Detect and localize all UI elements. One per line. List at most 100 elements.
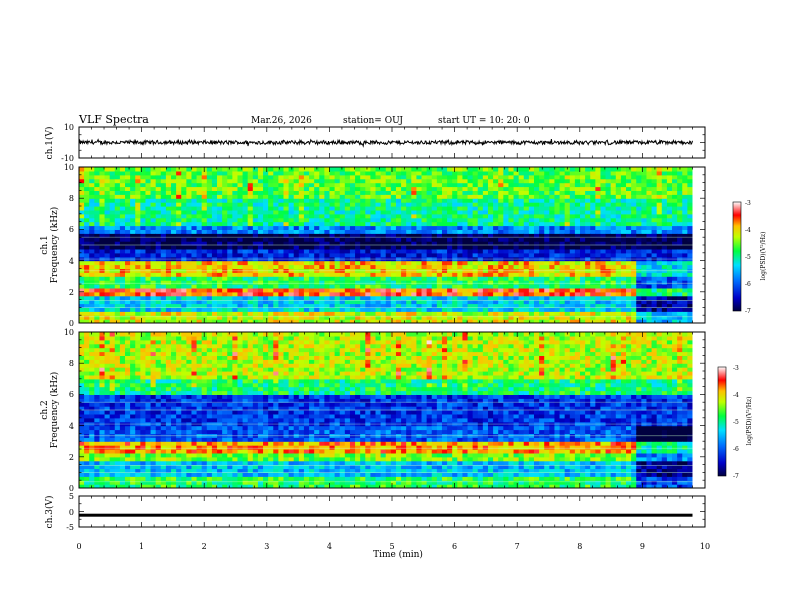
spectrogram-cell xyxy=(334,299,341,305)
spectrogram-cell xyxy=(636,229,642,234)
spectrogram-cell xyxy=(605,213,612,219)
spectrogram-cell xyxy=(431,315,438,320)
spectrogram-cell xyxy=(273,233,279,238)
ch1-ytick-bottom: -10 xyxy=(61,154,74,163)
spectrogram-cell xyxy=(365,264,371,269)
spectrogram-cell xyxy=(631,221,637,227)
spectrogram-cell xyxy=(493,319,499,323)
spectrogram-cell xyxy=(436,198,443,203)
spectrogram-cell xyxy=(585,303,591,308)
spectrogram-cell xyxy=(452,213,458,219)
spectrogram-cell xyxy=(523,213,530,219)
spectrogram-cell xyxy=(513,217,520,223)
spectrogram-cell xyxy=(165,237,172,242)
spectrogram-cell xyxy=(298,190,305,195)
spectrogram-cell xyxy=(646,198,653,203)
spectrogram-cell xyxy=(329,190,336,195)
spectrogram-cell xyxy=(130,221,136,227)
spectrogram-cell xyxy=(564,233,571,238)
spectrogram-cell xyxy=(574,174,581,180)
spectrogram-cell xyxy=(534,315,540,320)
spectrogram-cell xyxy=(298,225,305,230)
spectrogram-cell xyxy=(431,284,438,289)
spectrogram-cell xyxy=(493,198,499,203)
spectrogram-cell xyxy=(165,174,172,180)
spectrogram-cell xyxy=(682,229,688,234)
spectrogram-cell xyxy=(355,299,361,305)
spectrogram-cell xyxy=(513,295,520,301)
spectrogram-cell xyxy=(309,225,315,230)
spectrogram-cell xyxy=(539,307,545,312)
spectrogram-cell xyxy=(656,248,663,254)
spectrogram-cell xyxy=(600,252,607,258)
spectrogram-cell xyxy=(84,260,90,266)
spectrogram-cell xyxy=(201,299,208,305)
spectrogram-cell xyxy=(390,237,397,242)
spectrogram-cell xyxy=(620,311,627,316)
spectrogram-cell xyxy=(232,280,239,285)
spectrogram-cell xyxy=(559,284,566,289)
spectrogram-cell xyxy=(452,248,458,254)
spectrogram-cell xyxy=(651,217,658,223)
spectrogram-cell xyxy=(232,307,239,312)
spectrogram-cell xyxy=(431,190,438,195)
spectrogram-cell xyxy=(135,319,141,323)
spectrogram-cell xyxy=(421,206,428,211)
spectrogram-cell xyxy=(319,178,325,184)
spectrogram-cell xyxy=(273,213,279,219)
spectrogram-cell xyxy=(232,264,239,269)
spectrogram-cell xyxy=(375,260,382,266)
spectrogram-cell xyxy=(401,206,407,211)
spectrogram-cell xyxy=(309,284,315,289)
spectrogram-cell xyxy=(395,315,402,320)
spectrogram-cell xyxy=(457,182,464,188)
spectrogram-cell xyxy=(186,167,193,172)
spectrogram-cell xyxy=(165,190,172,195)
spectrogram-cell xyxy=(237,252,244,258)
spectrogram-cell xyxy=(421,248,428,254)
spectrogram-cell xyxy=(329,284,336,289)
spectrogram-cell xyxy=(416,252,423,258)
spectrogram-cell xyxy=(181,225,187,230)
spectrogram-cell xyxy=(360,280,366,285)
spectrogram-cell xyxy=(319,198,325,203)
spectrogram-cell xyxy=(431,182,438,188)
spectrogram-cell xyxy=(574,299,581,305)
spectrogram-cell xyxy=(268,291,274,297)
spectrogram-cell xyxy=(406,229,412,234)
spectrogram-cell xyxy=(498,264,504,269)
spectrogram-cell xyxy=(176,303,182,308)
spectrogram-cell xyxy=(365,319,371,323)
spectrogram-cell xyxy=(651,194,658,199)
spectrogram-cell xyxy=(99,264,106,269)
spectrogram-cell xyxy=(349,206,356,211)
spectrogram-cell xyxy=(84,182,90,188)
spectrogram-cell xyxy=(666,209,673,215)
spectrogram-cell xyxy=(252,225,259,230)
spectrogram-cell xyxy=(242,178,249,184)
spectrogram-cell xyxy=(303,264,310,269)
spectrogram-cell xyxy=(472,284,479,289)
spectrogram-cell xyxy=(278,291,285,297)
spectrogram-cell xyxy=(518,245,525,250)
spectrogram-cell xyxy=(620,284,627,289)
spectrogram-cell xyxy=(493,307,499,312)
spectrogram-cell xyxy=(293,190,300,195)
spectrogram-cell xyxy=(344,182,351,188)
spectrogram-cell xyxy=(426,229,433,234)
spectrogram-cell xyxy=(119,303,126,308)
spectrogram-cell xyxy=(554,245,561,250)
spectrogram-cell xyxy=(298,276,305,281)
spectrogram-cell xyxy=(217,202,223,207)
spectrogram-cell xyxy=(651,233,658,238)
spectrogram-cell xyxy=(666,186,673,191)
spectrogram-cell xyxy=(349,167,356,172)
spectrogram-cell xyxy=(242,194,249,199)
spectrogram-cell xyxy=(119,209,126,215)
spectrogram-cell xyxy=(176,209,182,215)
spectrogram-cell xyxy=(360,198,366,203)
spectrogram-cell xyxy=(585,221,591,227)
spectrogram-cell xyxy=(125,225,131,230)
spectrogram-cell xyxy=(590,178,596,184)
spectrogram-cell xyxy=(477,284,484,289)
